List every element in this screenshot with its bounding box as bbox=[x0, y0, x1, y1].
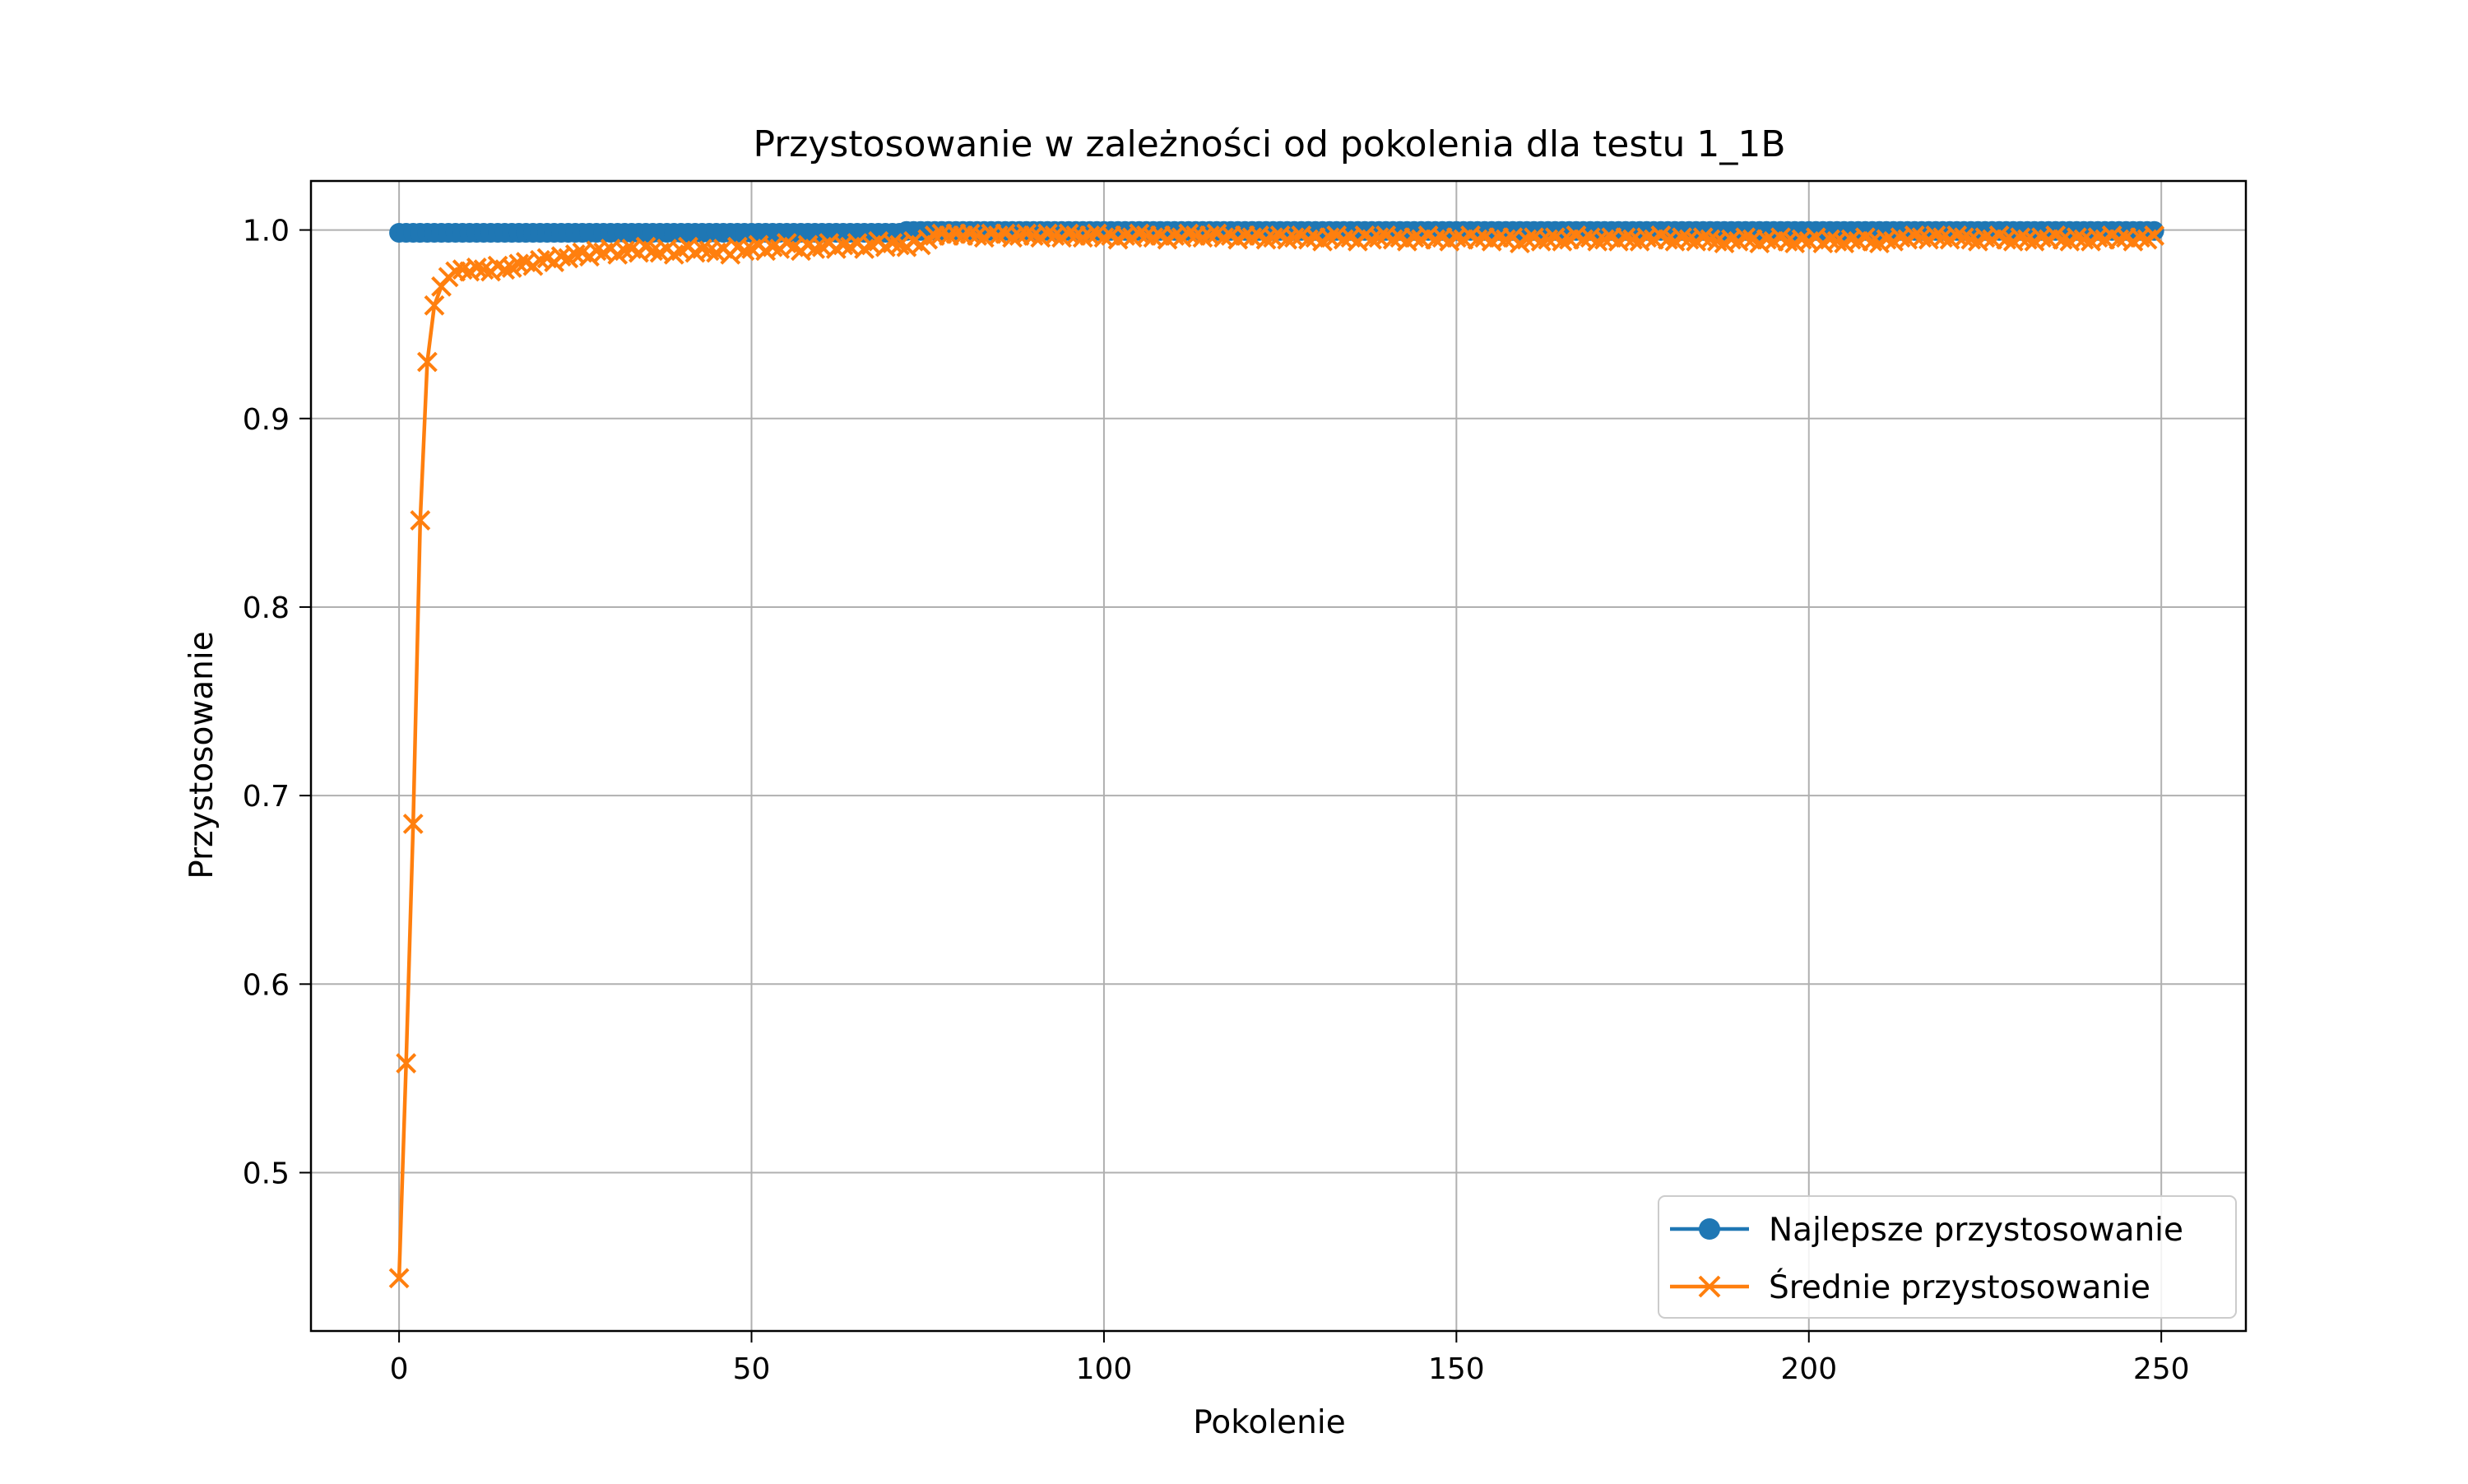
y-tick-label: 0.9 bbox=[243, 403, 290, 437]
y-tick-label: 0.8 bbox=[243, 591, 290, 625]
y-tick-label: 0.6 bbox=[243, 968, 290, 1002]
data-point bbox=[388, 1268, 410, 1289]
data-point bbox=[424, 294, 445, 316]
x-tick-label: 0 bbox=[390, 1352, 409, 1386]
y-tick-label: 1.0 bbox=[243, 215, 290, 248]
x-tick-label: 150 bbox=[1428, 1352, 1485, 1386]
data-point bbox=[1552, 230, 1573, 252]
legend-item: Średnie przystosowanie bbox=[1670, 1268, 2150, 1306]
x-axis-ticks: 0 50 100 150 200 250 bbox=[390, 1331, 2190, 1386]
x-tick-label: 100 bbox=[1076, 1352, 1133, 1386]
data-point bbox=[805, 239, 826, 259]
data-point bbox=[494, 259, 516, 281]
data-point bbox=[1735, 227, 1756, 248]
series-average bbox=[388, 225, 2165, 1289]
legend-label: Najlepsze przystosowanie bbox=[1769, 1212, 2183, 1249]
legend-label: Średnie przystosowanie bbox=[1769, 1268, 2150, 1306]
data-point bbox=[410, 510, 431, 531]
data-point bbox=[2144, 225, 2165, 246]
chart-title: Przystosowanie w zależności od pokolenia… bbox=[753, 123, 1785, 165]
data-point bbox=[396, 1053, 417, 1074]
legend-marker bbox=[1698, 1275, 1721, 1298]
data-point bbox=[402, 814, 424, 834]
x-tick-label: 50 bbox=[733, 1352, 771, 1386]
legend-box bbox=[1658, 1195, 2237, 1319]
legend-item: Najlepsze przystosowanie bbox=[1670, 1212, 2183, 1249]
data-point bbox=[416, 351, 438, 373]
y-axis-label: Przystosowanie bbox=[183, 631, 220, 879]
y-tick-label: 0.7 bbox=[243, 780, 290, 814]
data-point bbox=[734, 240, 755, 262]
legend-marker bbox=[1699, 1218, 1720, 1240]
plot-series bbox=[388, 221, 2165, 1289]
x-tick-label: 250 bbox=[2133, 1352, 2190, 1386]
plot-frame bbox=[309, 179, 2248, 1333]
x-tick-label: 200 bbox=[1780, 1352, 1837, 1386]
grid-lines bbox=[311, 181, 2246, 1331]
x-axis-label: Pokolenie bbox=[1193, 1404, 1345, 1441]
legend: Najlepsze przystosowanie Średnie przystos… bbox=[1658, 1195, 2237, 1319]
y-tick-label: 0.5 bbox=[243, 1157, 290, 1190]
y-axis-ticks: 0.5 0.6 0.7 0.8 0.9 1.0 bbox=[243, 215, 311, 1190]
